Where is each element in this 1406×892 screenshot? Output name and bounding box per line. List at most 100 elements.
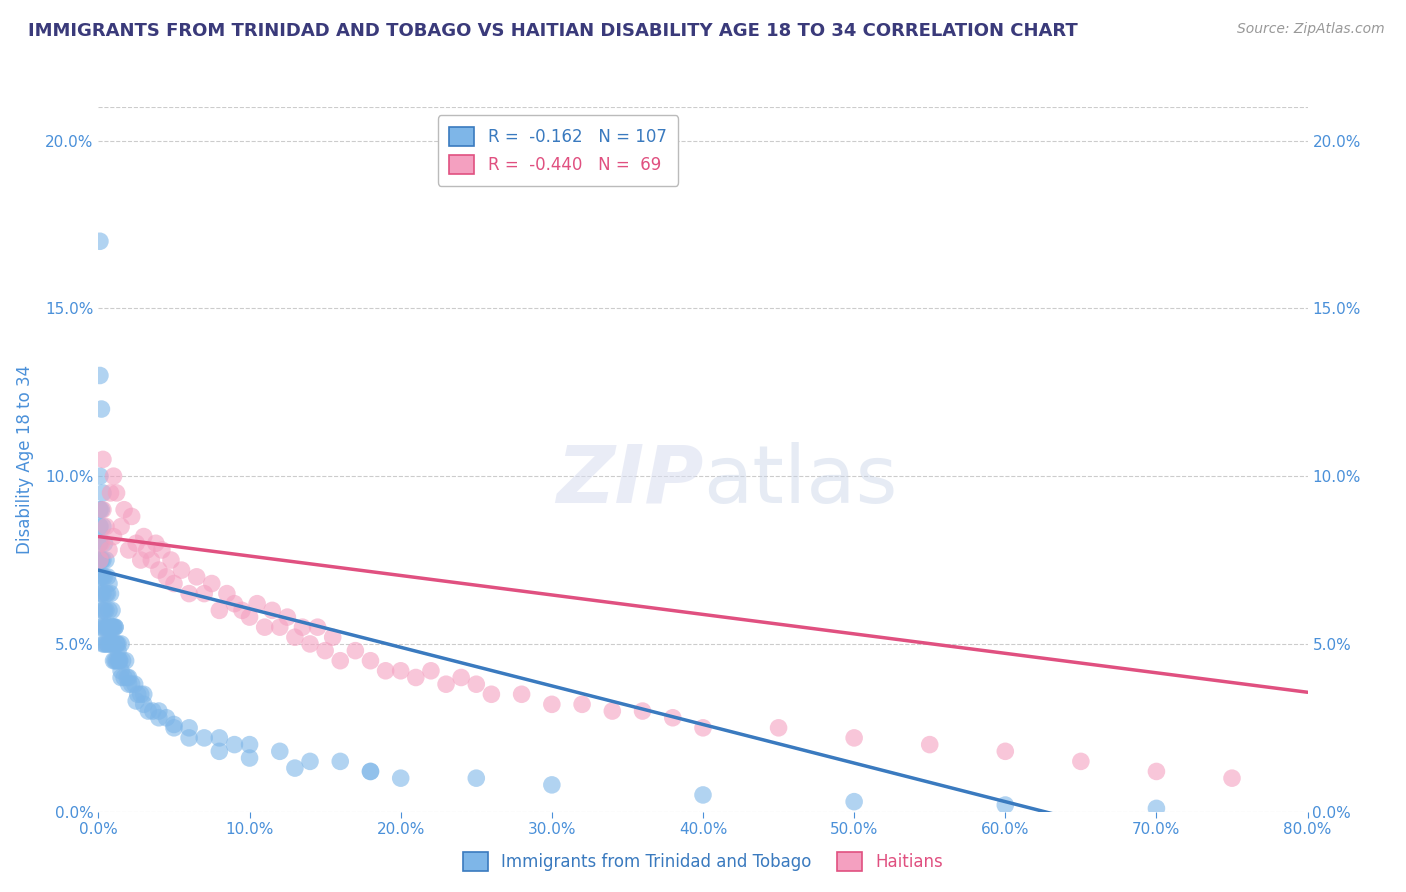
Point [91, 519, 114, 533]
Point [96, 586, 118, 600]
Point [481, 687, 503, 701]
Point [420, 664, 443, 678]
Point [90, 603, 112, 617]
Point [155, 711, 177, 725]
Point [104, 620, 127, 634]
Point [239, 738, 262, 752]
Point [129, 687, 152, 701]
Point [193, 731, 215, 745]
Point [307, 620, 329, 634]
Point [129, 553, 152, 567]
Point [540, 698, 562, 712]
Point [91, 502, 114, 516]
Point [89, 368, 111, 383]
Point [918, 738, 941, 752]
Point [571, 698, 593, 712]
Point [89, 469, 111, 483]
Point [142, 704, 165, 718]
Point [179, 721, 201, 735]
Point [89, 536, 111, 550]
Point [98, 620, 121, 634]
Point [389, 664, 412, 678]
Point [127, 687, 149, 701]
Point [110, 664, 132, 678]
Point [89, 553, 111, 567]
Point [98, 603, 121, 617]
Point [150, 543, 173, 558]
Point [112, 671, 135, 685]
Point [844, 795, 866, 809]
Point [170, 563, 193, 577]
Point [110, 671, 132, 685]
Point [145, 536, 167, 550]
Point [96, 637, 118, 651]
Point [329, 755, 352, 769]
Point [405, 671, 427, 685]
Point [135, 543, 157, 558]
Point [1070, 755, 1092, 769]
Point [224, 597, 246, 611]
Point [91, 452, 114, 467]
Point [90, 570, 112, 584]
Point [101, 637, 124, 651]
Point [105, 654, 128, 668]
Point [389, 771, 412, 785]
Point [201, 576, 224, 591]
Point [98, 576, 121, 591]
Point [91, 586, 114, 600]
Point [1220, 771, 1243, 785]
Point [269, 620, 291, 634]
Point [90, 402, 112, 417]
Point [239, 751, 262, 765]
Point [299, 637, 322, 651]
Point [540, 778, 562, 792]
Point [94, 637, 117, 651]
Point [125, 536, 148, 550]
Point [103, 620, 125, 634]
Point [100, 637, 122, 651]
Point [121, 509, 143, 524]
Point [89, 519, 111, 533]
Point [344, 643, 367, 657]
Point [91, 553, 114, 567]
Point [98, 543, 121, 558]
Point [100, 620, 122, 634]
Point [148, 711, 170, 725]
Point [291, 620, 314, 634]
Point [105, 637, 128, 651]
Point [103, 637, 125, 651]
Point [101, 620, 124, 634]
Text: ZIP: ZIP [555, 442, 703, 519]
Point [360, 764, 382, 779]
Point [465, 771, 488, 785]
Y-axis label: Disability Age 18 to 34: Disability Age 18 to 34 [15, 365, 34, 554]
Point [163, 576, 186, 591]
Point [163, 721, 186, 735]
Point [112, 502, 135, 516]
Point [465, 677, 488, 691]
Text: Source: ZipAtlas.com: Source: ZipAtlas.com [1237, 22, 1385, 37]
Point [322, 630, 344, 644]
Point [994, 797, 1017, 812]
Point [193, 586, 215, 600]
Point [110, 519, 132, 533]
Point [115, 671, 138, 685]
Point [132, 698, 155, 712]
Point [90, 620, 112, 634]
Point [107, 637, 129, 651]
Text: IMMIGRANTS FROM TRINIDAD AND TOBAGO VS HAITIAN DISABILITY AGE 18 TO 34 CORRELATI: IMMIGRANTS FROM TRINIDAD AND TOBAGO VS H… [28, 22, 1078, 40]
Point [118, 543, 141, 558]
Point [100, 586, 122, 600]
Point [90, 536, 112, 550]
Point [118, 677, 141, 691]
Point [93, 536, 115, 550]
Point [103, 654, 125, 668]
Point [89, 586, 111, 600]
Point [93, 570, 115, 584]
Point [160, 553, 183, 567]
Point [94, 603, 117, 617]
Legend: R =  -0.162   N = 107, R =  -0.440   N =  69: R = -0.162 N = 107, R = -0.440 N = 69 [437, 115, 678, 186]
Point [89, 502, 111, 516]
Point [94, 553, 117, 567]
Point [103, 530, 125, 544]
